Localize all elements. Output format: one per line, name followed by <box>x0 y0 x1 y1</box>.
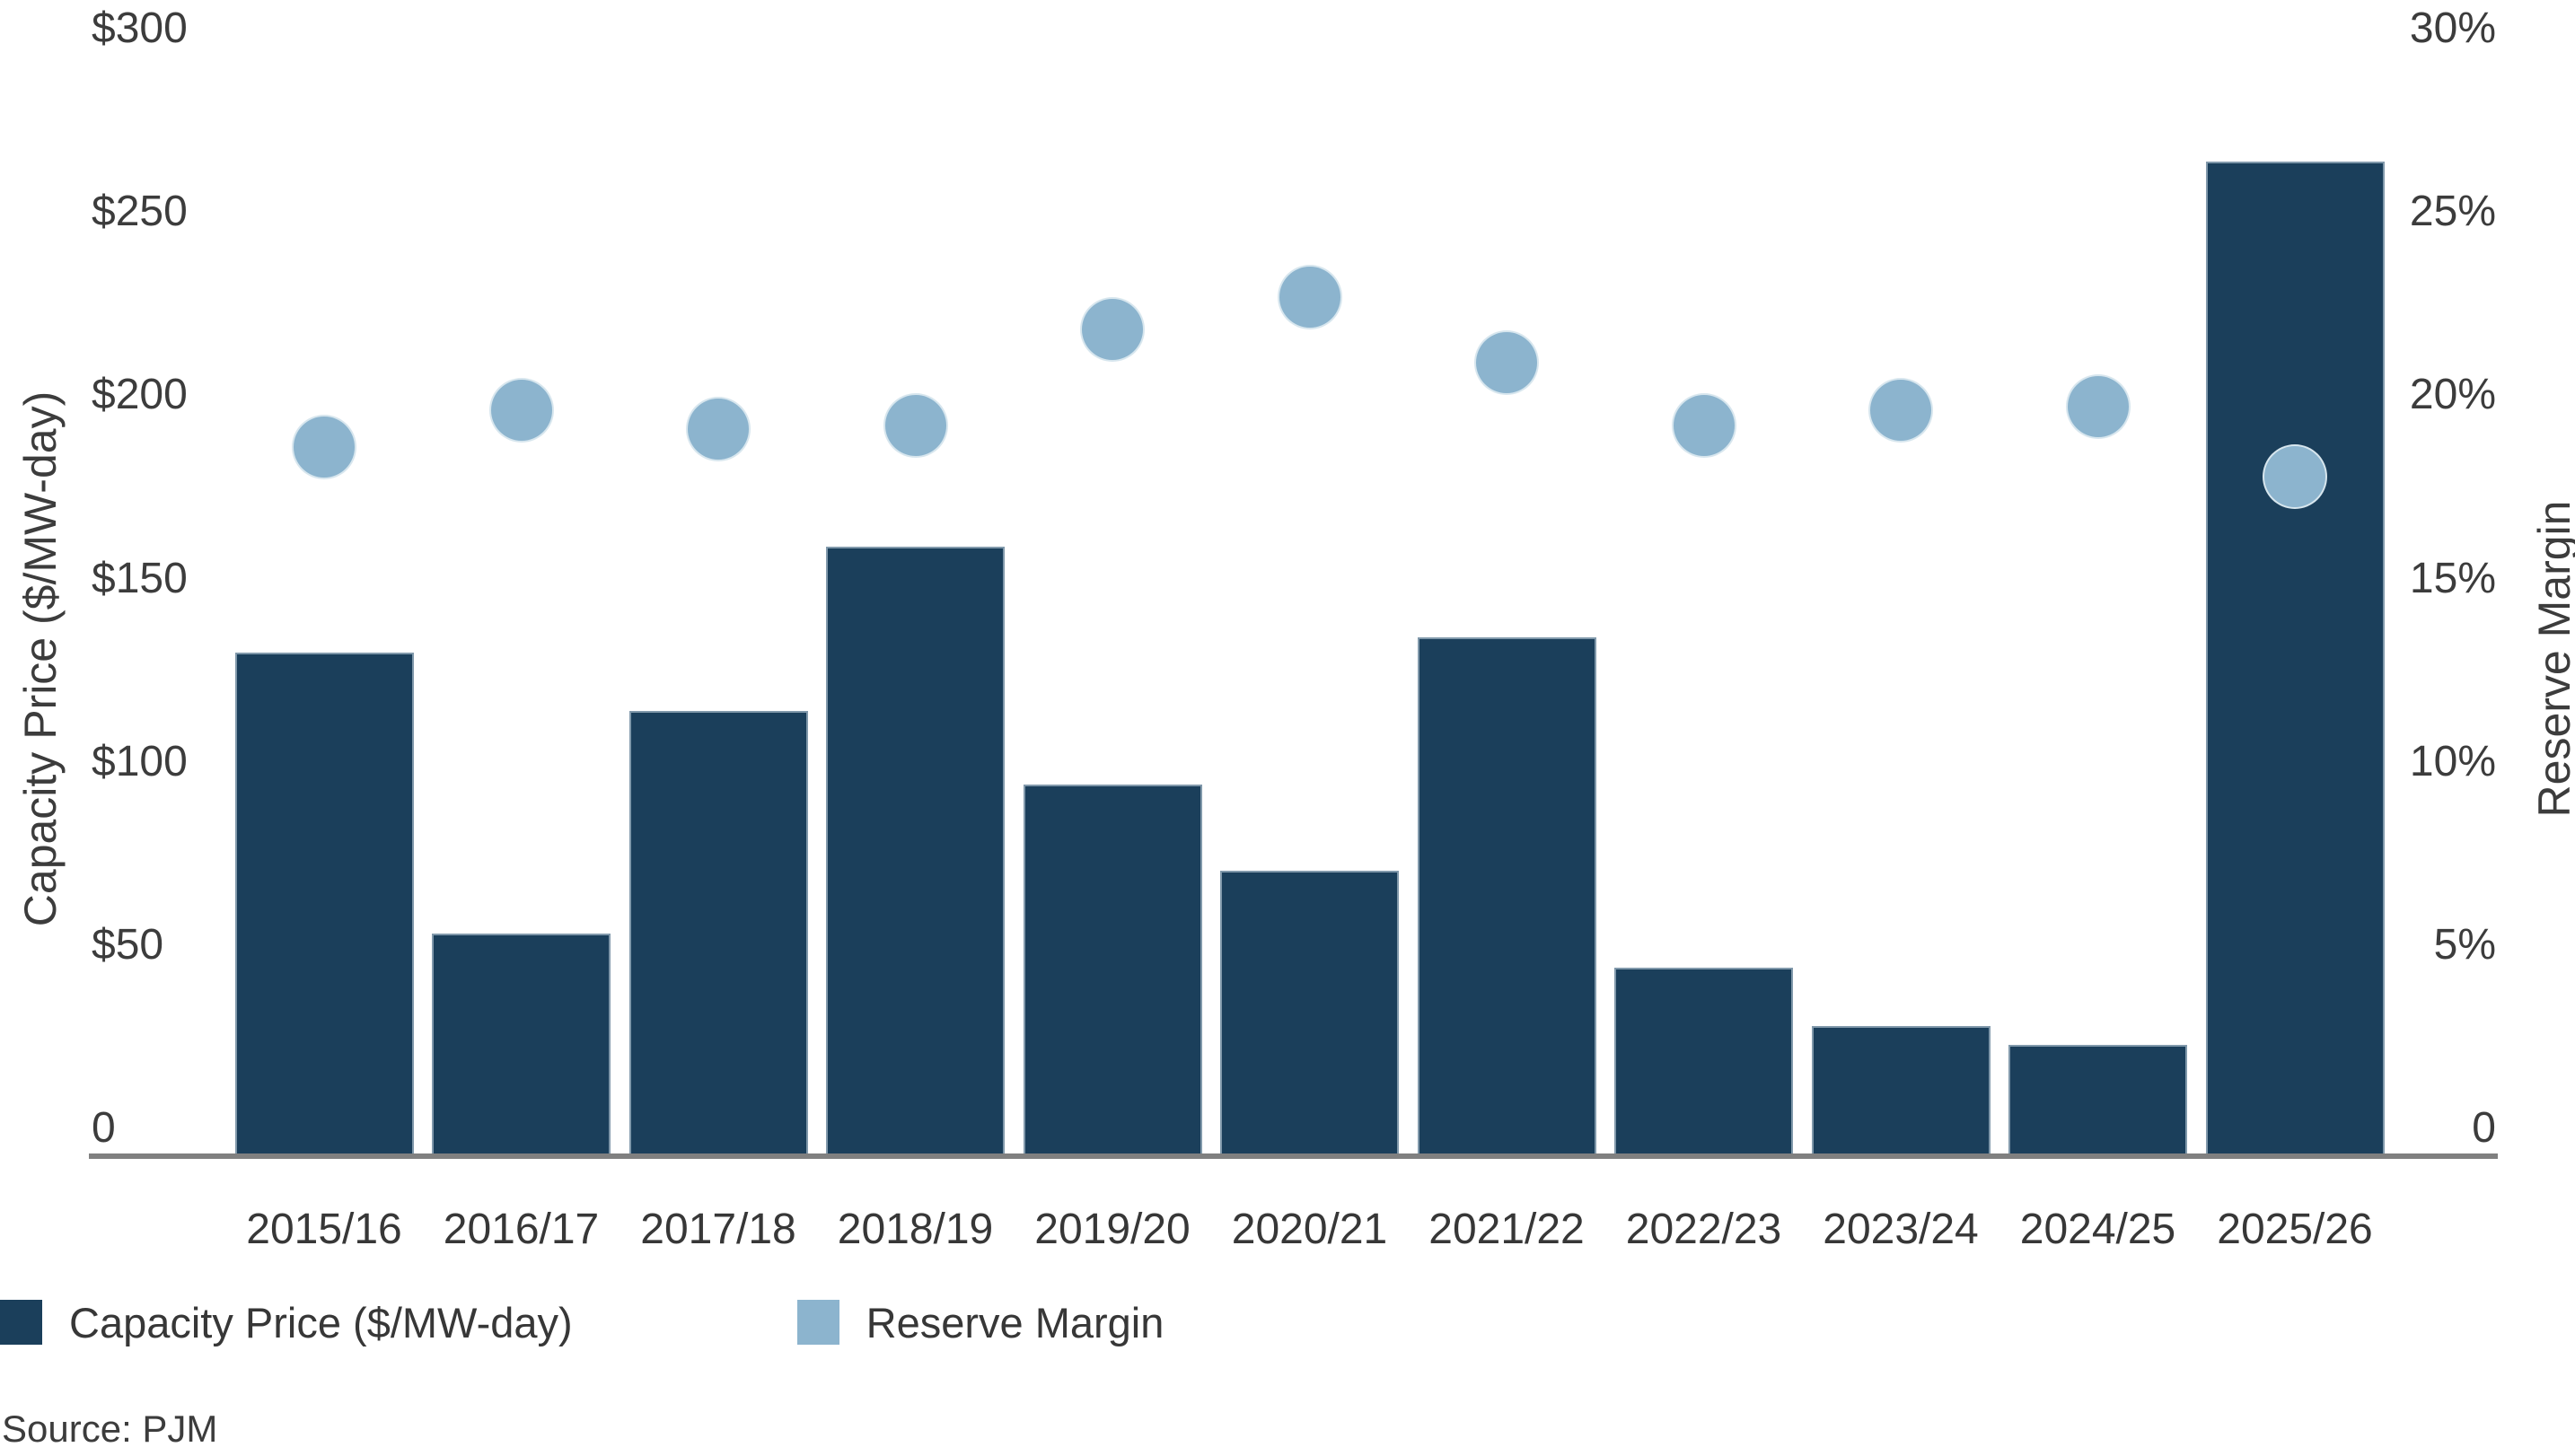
legend: Capacity Price ($/MW-day) Reserve Margin <box>0 1298 1164 1347</box>
reserve-margin-dot-2023/24 <box>1868 378 1933 443</box>
y-axis-tick-left-$150: $150 <box>92 554 188 602</box>
y-axis-tick-right-25%: 25% <box>2409 188 2496 236</box>
capacity-price-bar-2023/24 <box>1811 1025 1991 1158</box>
y-axis-tick-right-10%: 10% <box>2409 737 2496 785</box>
capacity-price-bar-2015/16 <box>234 652 414 1158</box>
y-axis-tick-left-$50: $50 <box>92 920 164 969</box>
capacity-price-bar-2024/25 <box>2008 1044 2187 1158</box>
reserve-margin-dot-2016/17 <box>488 378 554 443</box>
legend-item-reserve-margin: Reserve Margin <box>796 1298 1164 1347</box>
x-axis-label-2025/26: 2025/26 <box>2217 1206 2373 1253</box>
capacity-price-bar-2019/20 <box>1023 784 1202 1158</box>
legend-swatch-capacity-price-icon <box>0 1300 42 1345</box>
x-axis-label-2021/22: 2021/22 <box>1428 1206 1585 1253</box>
capacity-price-bar-2017/18 <box>628 711 808 1158</box>
reserve-margin-dot-2015/16 <box>292 415 356 479</box>
x-axis-label-2016/17: 2016/17 <box>443 1206 600 1253</box>
x-axis-label-2023/24: 2023/24 <box>1823 1206 1979 1253</box>
capacity-price-bar-2020/21 <box>1220 870 1399 1158</box>
reserve-margin-dot-2022/23 <box>1671 392 1736 458</box>
reserve-margin-dot-2025/26 <box>2263 443 2327 509</box>
reserve-margin-dot-2019/20 <box>1080 297 1145 363</box>
x-axis-label-2017/18: 2017/18 <box>640 1206 796 1253</box>
legend-label-capacity-price: Capacity Price ($/MW-day) <box>69 1298 573 1346</box>
y-axis-tick-left-$200: $200 <box>92 371 188 419</box>
x-axis-label-2022/23: 2022/23 <box>1625 1206 1782 1253</box>
legend-swatch-reserve-margin-icon <box>796 1300 839 1345</box>
reserve-margin-dot-2017/18 <box>686 396 751 461</box>
reserve-margin-dot-2024/25 <box>2065 374 2131 440</box>
reserve-margin-dot-2018/19 <box>883 392 948 458</box>
y-axis-tick-right-15%: 15% <box>2409 554 2496 602</box>
y-axis-tick-right-0: 0 <box>2472 1104 2496 1152</box>
capacity-price-bar-2022/23 <box>1614 967 1793 1158</box>
y-axis-tick-left-$100: $100 <box>92 737 188 785</box>
x-axis-label-2015/16: 2015/16 <box>246 1206 402 1253</box>
capacity-price-bar-2021/22 <box>1417 637 1596 1158</box>
y-axis-tick-right-30%: 30% <box>2409 4 2496 52</box>
capacity-price-bar-2016/17 <box>432 933 611 1158</box>
capacity-price-bar-2018/19 <box>826 547 1005 1158</box>
x-axis-label-2019/20: 2019/20 <box>1034 1206 1191 1253</box>
y-axis-tick-left-$300: $300 <box>92 4 188 52</box>
left-axis-title: Capacity Price ($/MW-day) <box>15 390 66 927</box>
right-axis-title: Reserve Margin <box>2529 500 2575 818</box>
capacity-price-bar-2025/26 <box>2205 161 2385 1158</box>
y-axis-tick-right-5%: 5% <box>2433 920 2496 969</box>
source-note: Source: PJM <box>2 1408 218 1450</box>
x-axis-label-2024/25: 2024/25 <box>2019 1206 2176 1253</box>
y-axis-tick-right-20%: 20% <box>2409 371 2496 419</box>
reserve-margin-dot-2021/22 <box>1474 330 1539 396</box>
y-axis-tick-left-0: 0 <box>92 1104 116 1152</box>
reserve-margin-dot-2020/21 <box>1277 264 1342 329</box>
legend-item-capacity-price: Capacity Price ($/MW-day) <box>0 1298 573 1347</box>
x-axis-label-2018/19: 2018/19 <box>837 1206 994 1253</box>
x-axis-label-2020/21: 2020/21 <box>1231 1206 1388 1253</box>
y-axis-tick-left-$250: $250 <box>92 188 188 236</box>
legend-label-reserve-margin: Reserve Margin <box>866 1298 1164 1346</box>
x-axis-line <box>89 1153 2498 1159</box>
